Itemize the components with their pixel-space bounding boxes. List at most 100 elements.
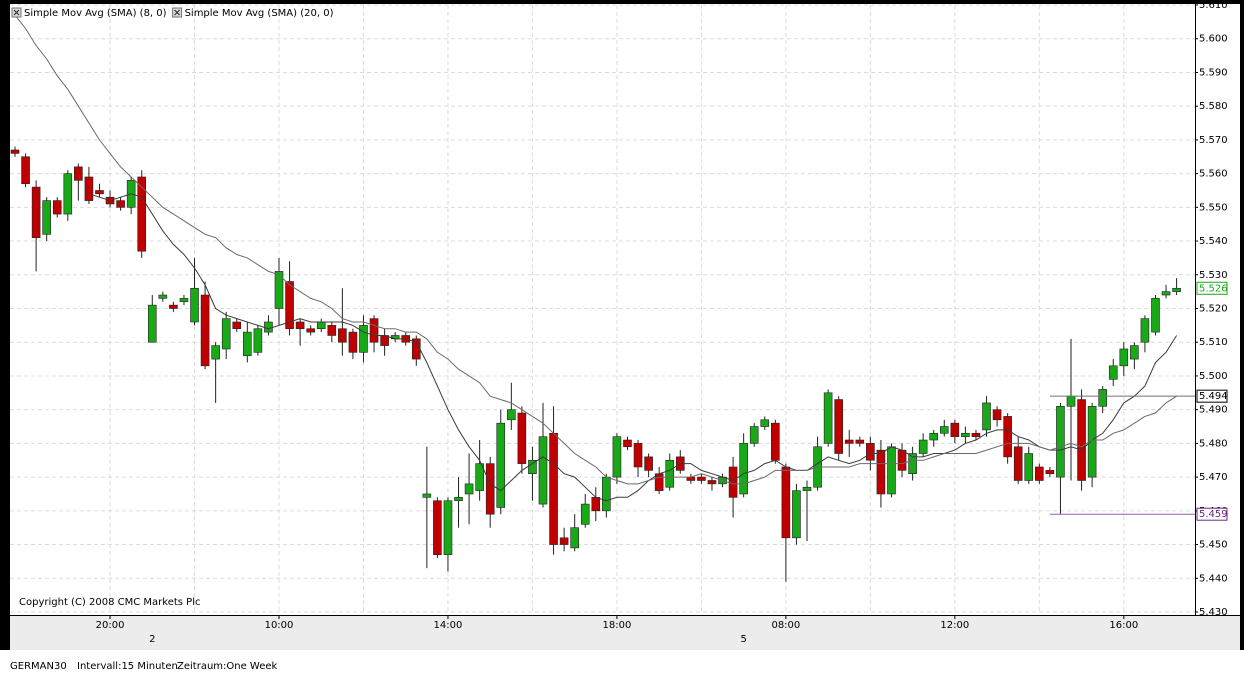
- candle-body: [549, 432, 558, 545]
- candle-body: [158, 294, 168, 299]
- candle-body: [570, 527, 579, 549]
- legend-icon-cross: [13, 9, 20, 16]
- candle-body: [517, 412, 527, 464]
- candle-body: [454, 497, 463, 502]
- candle-body: [728, 466, 738, 498]
- candle-body: [623, 439, 632, 448]
- candle-body: [137, 176, 147, 252]
- y-tick-label: 5.540: [1199, 236, 1228, 247]
- candle-body: [42, 200, 51, 235]
- candle-body: [433, 500, 442, 555]
- legend-label: Simple Mov Avg (SMA) (20, 0): [185, 8, 334, 19]
- candle-body: [1161, 291, 1171, 296]
- candle-body: [697, 476, 706, 481]
- candle-body: [369, 318, 379, 343]
- candle-body: [686, 476, 696, 481]
- candle-body: [707, 480, 717, 485]
- candle-body: [602, 476, 611, 512]
- candle-body: [147, 304, 157, 343]
- plot: [10, 14, 1195, 582]
- candle-body: [169, 304, 178, 309]
- candle-body: [866, 443, 875, 461]
- x-tick-label: 20:00: [96, 620, 125, 631]
- candle-body: [971, 432, 981, 437]
- candle-body: [253, 328, 263, 353]
- candle-body: [496, 422, 506, 508]
- candle-body: [876, 449, 886, 495]
- candle-body: [221, 318, 231, 350]
- y-tick-label: 5.510: [1199, 337, 1228, 348]
- y-tick-label: 5.430: [1199, 607, 1228, 618]
- y-tick-label: 5.490: [1199, 405, 1228, 416]
- candle-body: [992, 409, 1002, 421]
- sma-line: [14, 14, 1177, 485]
- candle-body: [327, 325, 337, 336]
- price-marker-label: 5.459: [1199, 509, 1228, 520]
- candle-body: [1045, 470, 1055, 475]
- candle-body: [507, 409, 516, 421]
- y-tick-label: 5.550: [1199, 202, 1228, 213]
- price-marker-box: [1196, 507, 1228, 521]
- candle-body: [306, 328, 315, 333]
- candle-body: [749, 426, 759, 444]
- price-marker-box: [1196, 281, 1228, 295]
- y-tick-label: 5.480: [1199, 438, 1228, 449]
- candle-body: [1077, 399, 1086, 481]
- candle-body: [897, 449, 907, 471]
- legend-icon-cross: [174, 9, 180, 16]
- candle-body: [274, 271, 284, 309]
- candle-body: [52, 200, 62, 215]
- candle-body: [528, 459, 537, 475]
- interval: Intervall:15 Minuten: [77, 661, 178, 672]
- legend-remove-button[interactable]: [172, 7, 183, 18]
- candle-body: [31, 186, 41, 238]
- candle-body: [1087, 405, 1097, 478]
- candle-body: [908, 453, 917, 475]
- candle-body: [781, 466, 791, 539]
- price-marker-box: [1196, 389, 1228, 403]
- y-tick-label: 5.450: [1199, 540, 1228, 551]
- candle-body: [792, 490, 801, 539]
- day-label: 2: [149, 634, 155, 645]
- x-tick-label: 16:00: [1109, 620, 1138, 631]
- candle-body: [200, 294, 210, 367]
- candle-body: [939, 426, 949, 434]
- candle-body: [771, 422, 780, 461]
- candle-body: [1119, 348, 1129, 367]
- candle-body: [580, 503, 590, 525]
- candle-body: [1013, 446, 1023, 481]
- candle-body: [74, 166, 83, 181]
- candle-body: [264, 321, 273, 333]
- candle-body: [665, 459, 675, 488]
- y-tick-label: 5.580: [1199, 101, 1228, 112]
- y-tick-label: 5.600: [1199, 34, 1228, 45]
- candle-body: [21, 156, 30, 185]
- candle-body: [1151, 298, 1160, 333]
- candle-body: [1098, 389, 1107, 407]
- candle-body: [739, 443, 748, 495]
- candle-body: [961, 432, 970, 437]
- candle-body: [338, 328, 347, 343]
- candle-body: [443, 500, 453, 555]
- candle-body: [612, 436, 622, 478]
- candle-body: [464, 483, 474, 495]
- candle-body: [918, 439, 928, 454]
- candle-body: [1035, 466, 1044, 481]
- candle-body: [844, 439, 854, 444]
- y-tick-label: 5.500: [1199, 371, 1228, 382]
- candle-body: [1056, 405, 1065, 478]
- candle-body: [1108, 365, 1118, 380]
- candle-body: [295, 321, 305, 330]
- candle-body: [538, 436, 548, 505]
- labels: 5.4305.4405.4505.4605.4705.4805.4905.500…: [11, 0, 1228, 645]
- candle-body: [559, 537, 569, 545]
- candle-body: [633, 443, 643, 468]
- candle-body: [316, 321, 326, 330]
- y-tick-label: 5.530: [1199, 270, 1228, 281]
- legend-remove-button[interactable]: [11, 7, 22, 18]
- candle-body: [10, 149, 20, 154]
- y-tick-label: 5.610: [1199, 0, 1228, 11]
- candle-body: [802, 486, 812, 491]
- sma-line: [88, 193, 1178, 502]
